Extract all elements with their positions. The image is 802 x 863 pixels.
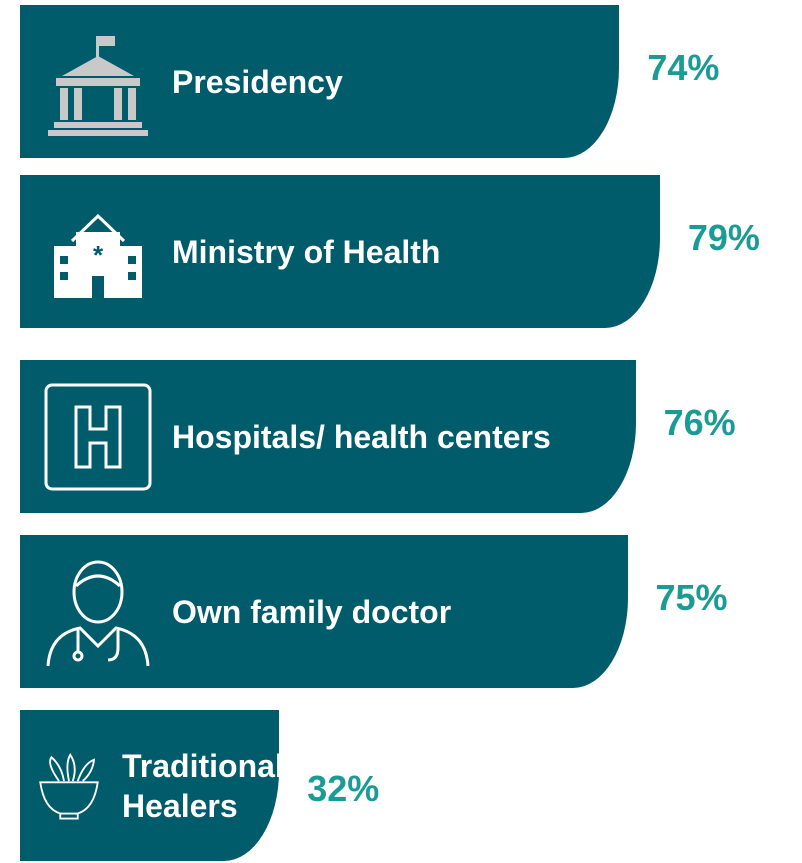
- value-label: 75%: [655, 577, 728, 618]
- svg-text:*: *: [93, 240, 104, 270]
- bar: * Ministry of Health: [20, 175, 660, 328]
- icon-presidency: [48, 35, 148, 136]
- icon-ministry: *: [54, 213, 142, 298]
- value-label: 74%: [647, 47, 720, 88]
- icon-healer: [39, 752, 99, 819]
- value-label: 32%: [307, 768, 380, 809]
- category-label: Hospitals/ health centers: [172, 418, 551, 455]
- bar: Hospitals/ health centers: [20, 360, 636, 513]
- category-label: Ministry of Health: [172, 233, 441, 270]
- category-label: Traditional Healers: [122, 747, 284, 824]
- value-label: 76%: [663, 402, 736, 443]
- category-label: Presidency: [172, 63, 343, 100]
- bar: Traditional Healers: [20, 710, 284, 861]
- icon-doctor: [46, 560, 150, 666]
- icon-hospital: [44, 383, 152, 490]
- value-label: 79%: [687, 217, 760, 258]
- category-label: Own family doctor: [172, 593, 452, 630]
- bar: Presidency: [20, 5, 620, 158]
- bar: Own family doctor: [20, 535, 628, 688]
